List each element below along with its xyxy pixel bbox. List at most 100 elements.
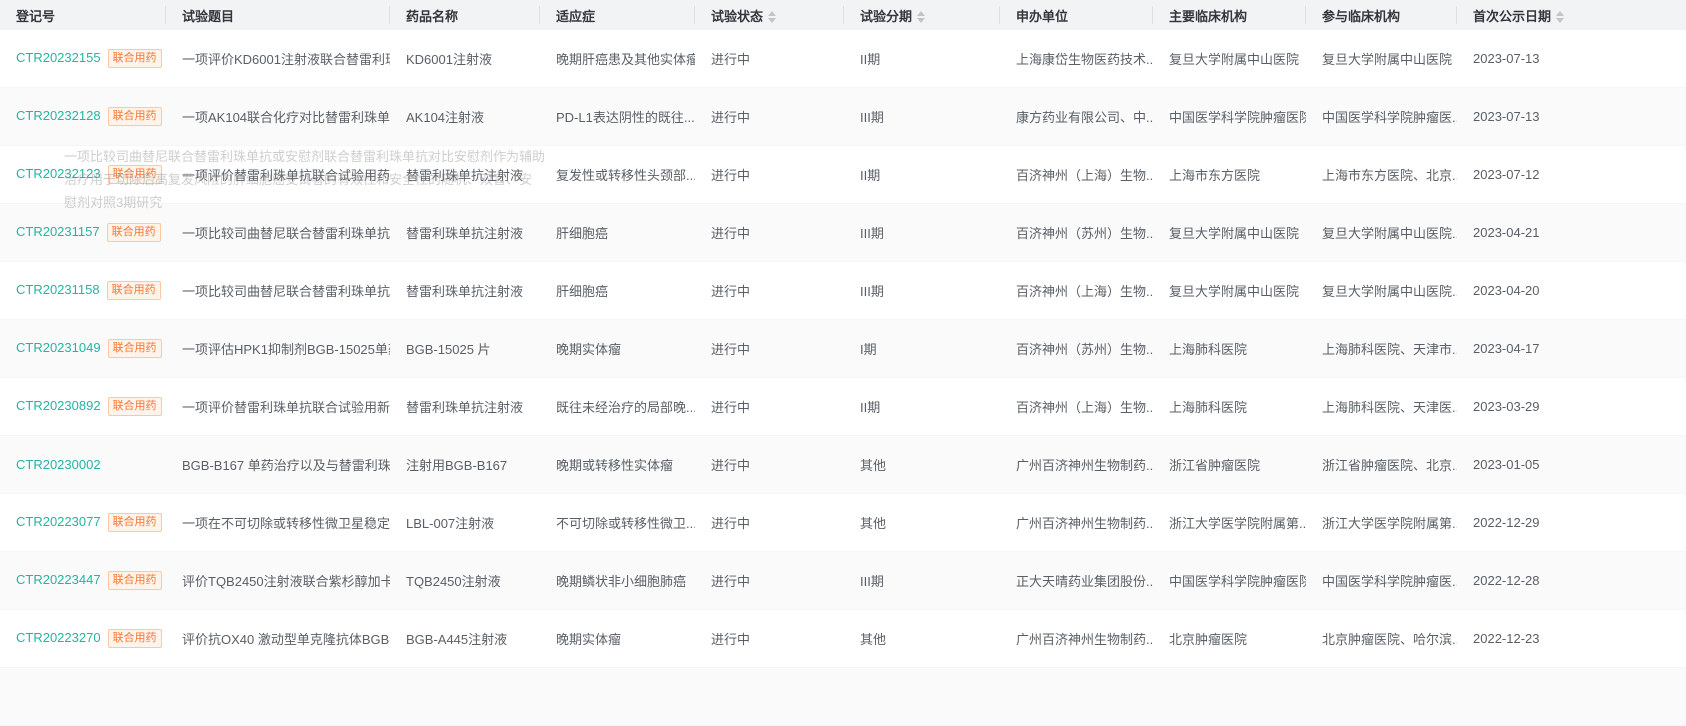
table-header-row: 登记号 试验题目 药品名称 适应症 试验状态 试验分期 申办单位 主要临床机构 参与临床机构 首次… xyxy=(0,0,1686,30)
cell-drug: 替雷利珠单抗注射液 xyxy=(406,400,524,415)
cell-title: BGB-B167 单药治疗以及与替雷利珠单... xyxy=(182,458,390,473)
cell-phase: III期 xyxy=(860,284,884,299)
registration-number-link[interactable]: CTR20232128 xyxy=(16,108,101,123)
sort-caret-icon[interactable] xyxy=(1556,11,1565,24)
cell-sponsor: 康方药业有限公司、中... xyxy=(1016,110,1153,125)
cell-first_public_date: 2022-12-29 xyxy=(1473,515,1540,530)
column-header-label: 主要临床机构 xyxy=(1169,8,1248,24)
cell-drug: LBL-007注射液 xyxy=(406,516,495,531)
column-header-phase[interactable]: 试验分期 xyxy=(844,0,1000,30)
cell-phase: III期 xyxy=(860,110,884,125)
cell-drug: 替雷利珠单抗注射液 xyxy=(406,168,524,183)
cell-title: 一项评价替雷利珠单抗联合试验用新药... xyxy=(182,400,390,415)
cell-title: 一项比较司曲替尼联合替雷利珠单抗或... xyxy=(182,284,390,299)
column-header-label: 参与临床机构 xyxy=(1322,8,1401,24)
registration-number-link[interactable]: CTR20223447 xyxy=(16,572,101,587)
registration-number-link[interactable]: CTR20231158 xyxy=(16,282,100,297)
table-row: CTR20232155 联合用药 一项评价KD6001注射液联合替雷利珠... KD6… xyxy=(0,30,1686,88)
cell-first_public_date: 2023-04-20 xyxy=(1473,283,1540,298)
column-header-label: 适应症 xyxy=(556,8,596,24)
column-header-status[interactable]: 试验状态 xyxy=(695,0,844,30)
cell-first_public_date: 2023-07-13 xyxy=(1473,51,1540,66)
registration-number-link[interactable]: CTR20232155 xyxy=(16,50,101,65)
table-row-partial xyxy=(0,667,1686,726)
cell-status: 进行中 xyxy=(711,168,751,183)
cell-phase: 其他 xyxy=(860,516,887,531)
combo-drug-badge: 联合用药 xyxy=(107,397,162,416)
cell-phase: II期 xyxy=(860,52,881,67)
registration-number-link[interactable]: CTR20232123 xyxy=(16,166,101,181)
cell-sites: 浙江大学医学院附属第... xyxy=(1322,516,1457,531)
cell-status: 进行中 xyxy=(711,226,751,241)
cell-sites: 浙江省肿瘤医院、北京... xyxy=(1322,458,1457,473)
cell-sponsor: 广州百济神州生物制药... xyxy=(1016,458,1153,473)
table-row: CTR20223270 联合用药 评价抗OX40 激动型单克隆抗体BGB-A... B… xyxy=(0,610,1686,668)
cell-drug: 替雷利珠单抗注射液 xyxy=(406,284,524,299)
cell-first_public_date: 2022-12-23 xyxy=(1473,631,1540,646)
cell-title: 一项评价KD6001注射液联合替雷利珠... xyxy=(182,52,390,67)
cell-first_public_date: 2023-04-17 xyxy=(1473,341,1540,356)
cell-phase: 其他 xyxy=(860,632,887,647)
cell-main_site: 上海市东方医院 xyxy=(1169,168,1261,183)
cell-sponsor: 百济神州（上海）生物... xyxy=(1016,400,1153,415)
cell-drug: KD6001注射液 xyxy=(406,52,492,67)
cell-sites: 上海肺科医院、天津医... xyxy=(1322,400,1457,415)
cell-sites: 中国医学科学院肿瘤医... xyxy=(1322,574,1457,589)
cell-indication: 晚期鳞状非小细胞肺癌 xyxy=(556,574,687,589)
cell-reg_no: CTR20230892 联合用药 xyxy=(0,378,166,436)
column-header-reg_no: 登记号 xyxy=(0,0,166,30)
cell-indication: 不可切除或转移性微卫... xyxy=(556,516,695,531)
cell-sites: 复旦大学附属中山医院 xyxy=(1322,52,1453,67)
combo-drug-badge: 联合用药 xyxy=(107,629,162,648)
combo-drug-badge: 联合用药 xyxy=(107,339,162,358)
cell-reg_no: CTR20231158 联合用药 xyxy=(0,262,166,320)
cell-main_site: 浙江大学医学院附属第... xyxy=(1169,516,1306,531)
registration-number-link[interactable]: CTR20230002 xyxy=(16,457,101,472)
column-header-first_public_date[interactable]: 首次公示日期 xyxy=(1457,0,1686,30)
cell-first_public_date: 2023-07-12 xyxy=(1473,167,1540,182)
cell-indication: 既往未经治疗的局部晚... xyxy=(556,400,695,415)
registration-number-link[interactable]: CTR20231157 xyxy=(16,224,100,239)
cell-phase: II期 xyxy=(860,168,881,183)
cell-indication: PD-L1表达阴性的既往... xyxy=(556,110,695,125)
cell-title: 一项评估HPK1抑制剂BGB-15025单药... xyxy=(182,342,390,357)
sort-caret-icon[interactable] xyxy=(768,11,777,24)
table-row: CTR20223447 联合用药 评价TQB2450注射液联合紫杉醇加卡铂... TQ… xyxy=(0,551,1686,610)
cell-title: 一项比较司曲替尼联合替雷利珠单抗或... xyxy=(182,226,390,241)
cell-phase: I期 xyxy=(860,342,877,357)
cell-drug: TQB2450注射液 xyxy=(406,574,501,589)
cell-phase: 其他 xyxy=(860,458,887,473)
cell-status: 进行中 xyxy=(711,458,751,473)
cell-indication: 晚期实体瘤 xyxy=(556,342,622,357)
table-row: CTR20231049 联合用药 一项评估HPK1抑制剂BGB-15025单药...… xyxy=(0,319,1686,378)
cell-sites: 复旦大学附属中山医院... xyxy=(1322,226,1457,241)
cell-indication: 晚期实体瘤 xyxy=(556,632,622,647)
cell-first_public_date: 2023-03-29 xyxy=(1473,399,1540,414)
table-row: CTR20231158 联合用药 一项比较司曲替尼联合替雷利珠单抗或... 替雷利珠单… xyxy=(0,262,1686,320)
cell-reg_no: CTR20232155 联合用药 xyxy=(0,30,166,88)
combo-drug-badge: 联合用药 xyxy=(107,107,162,126)
cell-drug: BGB-15025 片 xyxy=(406,342,491,357)
registration-number-link[interactable]: CTR20230892 xyxy=(16,398,101,413)
table-row: CTR20230002 BGB-B167 单药治疗以及与替雷利珠单... 注射用BG… xyxy=(0,435,1686,494)
registration-number-link[interactable]: CTR20223270 xyxy=(16,630,101,645)
cell-title: 一项在不可切除或转移性微卫星稳定型... xyxy=(182,516,390,531)
cell-title: 一项评价替雷利珠单抗联合试验用药物... xyxy=(182,168,390,183)
column-header-label: 申办单位 xyxy=(1016,8,1069,24)
cell-drug: 注射用BGB-B167 xyxy=(406,458,508,473)
cell-reg_no: CTR20223270 联合用药 xyxy=(0,610,166,668)
sort-caret-icon[interactable] xyxy=(917,11,926,24)
registration-number-link[interactable]: CTR20231049 xyxy=(16,340,101,355)
combo-drug-badge: 联合用药 xyxy=(107,49,162,68)
cell-status: 进行中 xyxy=(711,342,751,357)
cell-sponsor: 上海康岱生物医药技术... xyxy=(1016,52,1153,67)
cell-main_site: 北京肿瘤医院 xyxy=(1169,632,1248,647)
cell-sites: 上海市东方医院、北京... xyxy=(1322,168,1457,183)
cell-phase: III期 xyxy=(860,574,884,589)
cell-phase: III期 xyxy=(860,226,884,241)
cell-sites: 北京肿瘤医院、哈尔滨... xyxy=(1322,632,1457,647)
column-header-main_site: 主要临床机构 xyxy=(1153,0,1306,30)
cell-main_site: 复旦大学附属中山医院 xyxy=(1169,284,1300,299)
registration-number-link[interactable]: CTR20223077 xyxy=(16,514,101,529)
